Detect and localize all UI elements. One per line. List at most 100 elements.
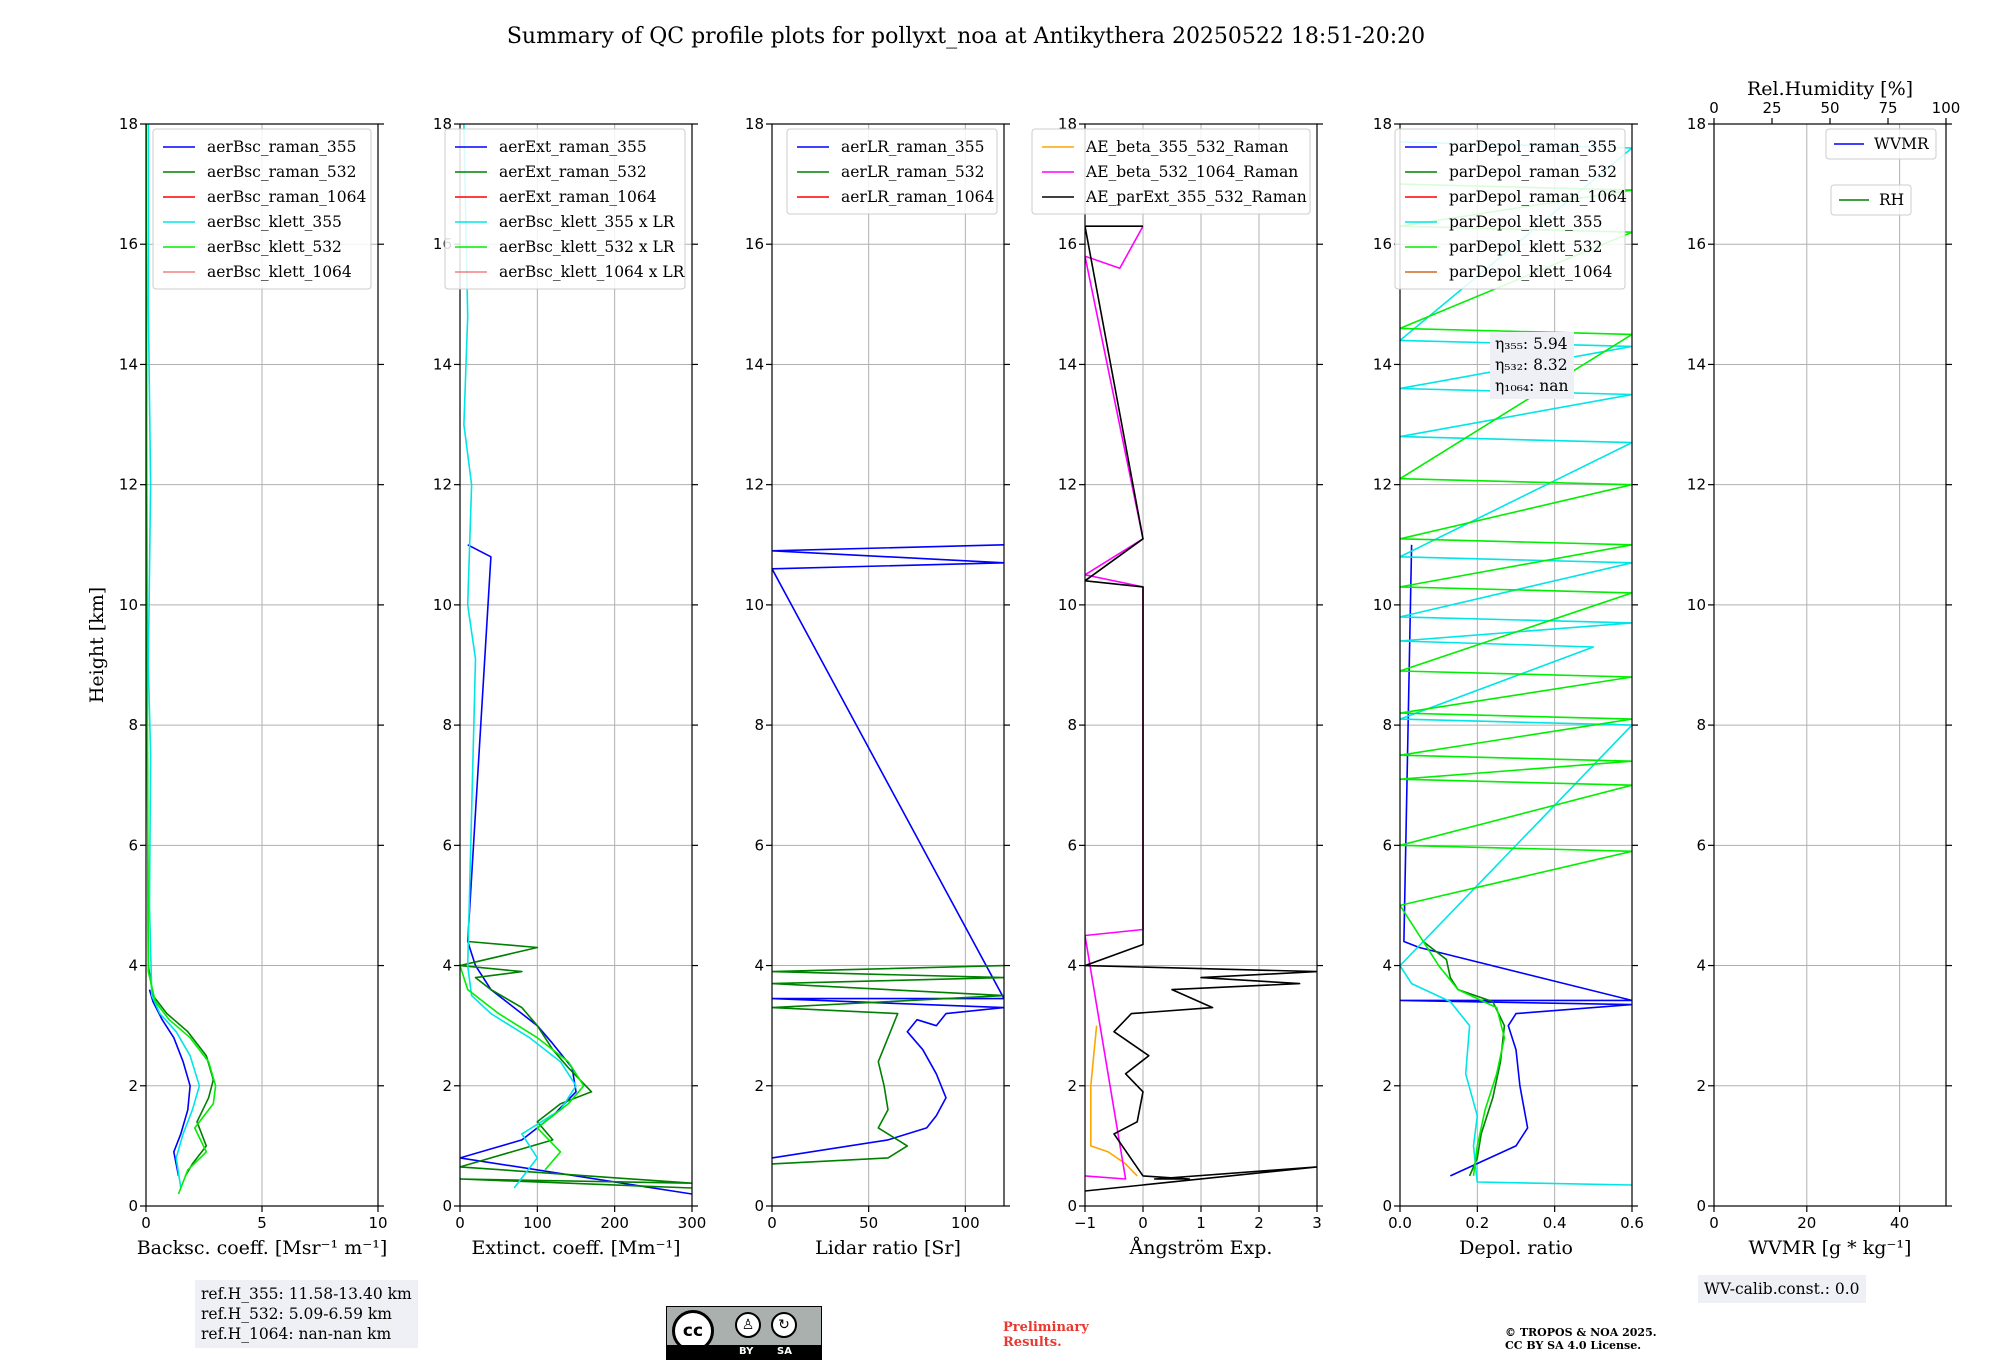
y-tick-label: 2	[754, 1077, 764, 1095]
series-group-depolarization	[1400, 141, 1632, 1186]
y-tick-label: 16	[119, 235, 138, 253]
y-tick-label: 0	[442, 1197, 452, 1215]
x-tick-label: 1	[1196, 1214, 1206, 1232]
y-tick-label: 16	[1373, 235, 1392, 253]
series-AE_beta_355_532_Raman	[1090, 1025, 1138, 1177]
legend-label: WVMR	[1874, 135, 1930, 153]
x-tick-label: 200	[600, 1214, 629, 1232]
y-tick-label: 2	[1382, 1077, 1392, 1095]
sa-label: SA	[777, 1346, 792, 1357]
y-tick-label: 2	[128, 1077, 138, 1095]
series-group-extinction	[460, 124, 692, 1195]
grid-lidar_ratio	[771, 123, 1004, 1207]
legend-backscatter: aerBsc_raman_355 aerBsc_raman_532 aerBsc_r…	[152, 128, 372, 290]
y-tick-label: 10	[433, 596, 452, 614]
x-tick-label: 5	[257, 1214, 267, 1232]
y-tick-label: 8	[754, 716, 764, 734]
ref-height-532: ref.H_532: 5.09-6.59 km	[201, 1305, 392, 1323]
y-tick-label: 8	[1696, 716, 1706, 734]
series-parDepol_klett_355	[1400, 141, 1632, 1186]
grid-water_vapor	[1713, 123, 1946, 1207]
legend-label: aerBsc_klett_532 x LR	[499, 238, 676, 256]
x-axis-label-extinction: Extinct. coeff. [Mm⁻¹]	[471, 1237, 680, 1259]
y-tick-label: 18	[1687, 115, 1706, 133]
series-AE_parExt_355_532_Raman	[1085, 225, 1317, 1192]
eta-box: η₃₅₅: 5.94 η₅₃₂: 8.32 η₁₀₆₄: nan	[1490, 332, 1574, 399]
legend-label: aerBsc_klett_532	[207, 238, 342, 256]
x-tick-label: 0	[1709, 1214, 1719, 1232]
x-tick-label: 0	[141, 1214, 151, 1232]
ref-height-355: ref.H_355: 11.58-13.40 km	[201, 1285, 412, 1303]
y-tick-label: 18	[745, 115, 764, 133]
series-aerExt_raman_355	[460, 544, 692, 1195]
x-axis-label-angstrom: Ångström Exp.	[1129, 1237, 1273, 1259]
series-parDepol_raman_355	[1400, 544, 1632, 1177]
x2-tick-label: 25	[1762, 99, 1781, 117]
legend-label: aerExt_raman_532	[499, 163, 647, 181]
x-tick-label: 0.6	[1620, 1214, 1644, 1232]
y-tick-label: 14	[1373, 355, 1392, 373]
eta-532: η₅₃₂: 8.32	[1495, 356, 1568, 374]
x-tick-label: 2	[1254, 1214, 1264, 1232]
legend-angstrom: AE_beta_355_532_Raman AE_beta_532_1064_Ra…	[1031, 128, 1311, 215]
y-tick-label: 4	[754, 957, 764, 975]
y-tick-label: 8	[1382, 716, 1392, 734]
y-tick-label: 6	[442, 836, 452, 854]
series-aerBsc_klett_532	[146, 124, 217, 1195]
x2-tick-label: 0	[1709, 99, 1719, 117]
panel-depolarization: 0 2 4 6 8 10 12 14 16 18 0.0 0.2 0.4 0.6 Depol. ratio p…	[1373, 115, 1644, 1259]
y-tick-label: 10	[1687, 596, 1706, 614]
legend-label: AE_beta_355_532_Raman	[1085, 138, 1288, 156]
y-tick-label: 12	[745, 476, 764, 494]
legend-label: parDepol_raman_355	[1449, 138, 1617, 156]
legend-label: aerBsc_klett_355	[207, 213, 342, 231]
series-group-angstrom	[1085, 225, 1317, 1192]
x-axis-label-water_vapor: WVMR [g * kg⁻¹]	[1749, 1237, 1912, 1259]
y-tick-label: 14	[1058, 355, 1077, 373]
x-tick-label: 0.0	[1388, 1214, 1412, 1232]
legend-label: RH	[1879, 191, 1904, 209]
y-tick-label: 8	[442, 716, 452, 734]
y-tick-label: 6	[1067, 836, 1077, 854]
eta-1064: η₁₀₆₄: nan	[1495, 377, 1569, 395]
y-tick-label: 18	[119, 115, 138, 133]
y-tick-label: 6	[1696, 836, 1706, 854]
y-tick-label: 12	[1058, 476, 1077, 494]
series-group-backscatter	[146, 124, 217, 1195]
legend-label: parDepol_klett_532	[1449, 238, 1602, 256]
legend-label: parDepol_klett_1064	[1449, 263, 1612, 281]
y-tick-label: 18	[1373, 115, 1392, 133]
legend-WVMR: WVMR	[1825, 128, 1937, 160]
series-group-lidar_ratio	[772, 544, 1004, 1165]
x-tick-label: 10	[368, 1214, 387, 1232]
legend-depolarization: parDepol_raman_355 parDepol_raman_532 parD…	[1394, 128, 1627, 290]
x-tick-label: 3	[1312, 1214, 1322, 1232]
y-tick-label: 4	[442, 957, 452, 975]
legend-lidar_ratio: aerLR_raman_355 aerLR_raman_532 aerLR_rama…	[786, 128, 998, 215]
legend-label: AE_beta_532_1064_Raman	[1085, 163, 1298, 181]
copyright-line-1: © TROPOS & NOA 2025.	[1505, 1326, 1657, 1339]
legend-label: AE_parExt_355_532_Raman	[1085, 188, 1307, 206]
legend-box	[1825, 128, 1937, 160]
figure-title: Summary of QC profile plots for pollyxt_…	[507, 24, 1425, 49]
preliminary-line-1: Preliminary	[1003, 1320, 1089, 1335]
legend-label: aerExt_raman_355	[499, 138, 647, 156]
y-tick-label: 4	[1696, 957, 1706, 975]
legend-extinction: aerExt_raman_355 aerExt_raman_532 aerExt_r…	[444, 128, 686, 290]
y-tick-label: 12	[433, 476, 452, 494]
y-tick-label: 0	[128, 1197, 138, 1215]
share-alike-icon: ↻	[771, 1312, 797, 1338]
series-aerBsc_raman_355	[148, 989, 191, 1177]
series-AE_beta_532_1064_Raman	[1085, 225, 1144, 1180]
legend-label: aerBsc_klett_1064 x LR	[499, 263, 686, 281]
y-tick-label: 6	[754, 836, 764, 854]
x-tick-label: 40	[1890, 1214, 1909, 1232]
panel-backscatter: 0 2 4 6 8 10 12 14 16 18 0 5 10 Backsc. coeff. [Msr⁻¹…	[119, 115, 388, 1259]
series-aerExt_raman_532	[460, 940, 692, 1189]
y-tick-label: 2	[1696, 1077, 1706, 1095]
grid-angstrom	[1084, 123, 1318, 1207]
x2-axis-label-water_vapor: Rel.Humidity [%]	[1747, 78, 1913, 100]
series-parDepol_klett_532	[1400, 183, 1632, 1177]
